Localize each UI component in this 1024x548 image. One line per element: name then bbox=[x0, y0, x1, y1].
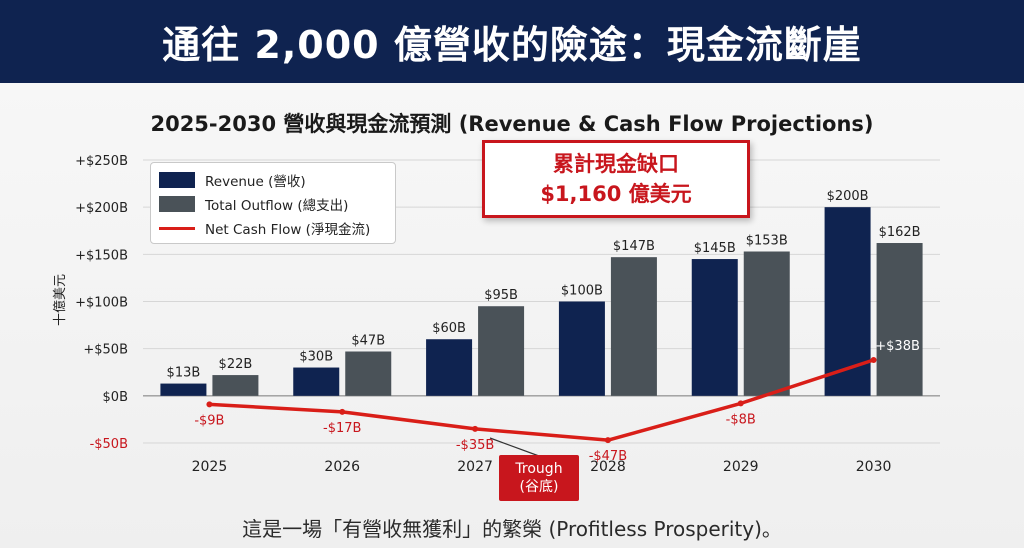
y-tick-label: +$250B bbox=[75, 154, 128, 169]
y-tick-label: +$200B bbox=[75, 201, 128, 216]
x-tick-label: 2027 bbox=[457, 459, 493, 475]
revenue-data-label: $100B bbox=[561, 284, 603, 299]
net-cash-flow-data-label: -$9B bbox=[194, 413, 224, 428]
net-cash-flow-point bbox=[206, 401, 213, 408]
y-tick-label: $0B bbox=[103, 390, 128, 405]
x-tick-label: 2026 bbox=[324, 459, 360, 475]
legend-swatch-revenue bbox=[159, 172, 195, 188]
y-tick-label: +$150B bbox=[75, 248, 128, 263]
x-tick-label: 2025 bbox=[192, 459, 228, 475]
cash-gap-callout: 累計現金缺口 $1,160 億美元 bbox=[482, 140, 750, 218]
net-cash-flow-point bbox=[737, 400, 744, 407]
outflow-bar bbox=[743, 251, 790, 396]
chart-title: 2025-2030 營收與現金流預測 (Revenue & Cash Flow … bbox=[150, 112, 874, 136]
legend-item-outflow: Total Outflow (總支出) bbox=[159, 192, 387, 216]
legend-label-revenue: Revenue (營收) bbox=[205, 174, 306, 190]
revenue-bar bbox=[558, 301, 605, 396]
revenue-data-label: $200B bbox=[827, 189, 869, 204]
y-tick-label: +$50B bbox=[83, 343, 128, 358]
legend-label-net-cash-flow: Net Cash Flow (淨現金流) bbox=[205, 222, 371, 238]
net-cash-flow-data-label: -$8B bbox=[726, 412, 756, 427]
trough-sublabel: (谷底) bbox=[519, 479, 559, 495]
outflow-bar bbox=[478, 306, 525, 396]
revenue-bar bbox=[293, 367, 340, 396]
trough-badge: Trough (谷底) bbox=[499, 455, 579, 501]
revenue-bar bbox=[426, 339, 473, 396]
net-cash-flow-line bbox=[209, 358, 875, 442]
outflow-data-label: $22B bbox=[219, 357, 253, 372]
callout-line-2: $1,160 億美元 bbox=[540, 182, 692, 206]
chart-legend: Revenue (營收) Total Outflow (總支出) Net Cas… bbox=[150, 162, 396, 244]
outflow-bar bbox=[212, 375, 259, 396]
legend-swatch-net-cash-flow bbox=[159, 226, 195, 230]
y-tick-label: -$50B bbox=[90, 437, 128, 452]
legend-item-revenue: Revenue (營收) bbox=[159, 168, 387, 192]
x-tick-label: 2030 bbox=[856, 459, 892, 475]
footer-caption: 這是一場「有營收無獲利」的繁榮 (Profitless Prosperity)。 bbox=[242, 517, 782, 541]
outflow-bar bbox=[610, 257, 657, 396]
outflow-data-label: $162B bbox=[879, 225, 921, 240]
outflow-data-label: $47B bbox=[351, 333, 385, 348]
page-title: 通往 2,000 億營收的險途：現金流斷崖 bbox=[162, 23, 862, 67]
x-tick-label: 2029 bbox=[723, 459, 759, 475]
callout-line-1: 累計現金缺口 bbox=[553, 152, 679, 176]
revenue-data-label: $60B bbox=[432, 321, 466, 336]
net-cash-flow-point bbox=[870, 356, 877, 363]
legend-swatch-outflow bbox=[159, 196, 195, 212]
net-cash-flow-point bbox=[472, 425, 479, 432]
legend-label-outflow: Total Outflow (總支出) bbox=[205, 198, 349, 214]
trough-connector bbox=[489, 437, 540, 457]
net-cash-flow-data-label: -$35B bbox=[456, 438, 494, 453]
y-axis-label: 十億美元 bbox=[52, 274, 68, 326]
trough-label: Trough bbox=[515, 461, 563, 477]
revenue-data-label: $30B bbox=[299, 350, 333, 365]
net-cash-flow-data-label: +$38B bbox=[875, 339, 920, 354]
revenue-bar bbox=[691, 259, 738, 396]
outflow-bar bbox=[345, 351, 392, 396]
outflow-data-label: $95B bbox=[484, 288, 518, 303]
outflow-data-label: $147B bbox=[613, 239, 655, 254]
net-cash-flow-data-label: -$17B bbox=[323, 421, 361, 436]
revenue-data-label: $145B bbox=[694, 241, 736, 256]
net-cash-flow-data-label: -$47B bbox=[589, 449, 627, 464]
x-tick-label: 2028 bbox=[590, 459, 626, 475]
title-banner: 通往 2,000 億營收的險途：現金流斷崖 bbox=[0, 0, 1024, 83]
revenue-data-label: $13B bbox=[167, 366, 201, 381]
y-tick-label: +$100B bbox=[75, 296, 128, 311]
outflow-data-label: $153B bbox=[746, 234, 788, 249]
net-cash-flow-point bbox=[604, 437, 611, 444]
net-cash-flow-point bbox=[339, 408, 346, 415]
outflow-bar bbox=[876, 243, 923, 396]
revenue-bar bbox=[160, 383, 207, 396]
legend-item-net-cash-flow: Net Cash Flow (淨現金流) bbox=[159, 216, 387, 240]
